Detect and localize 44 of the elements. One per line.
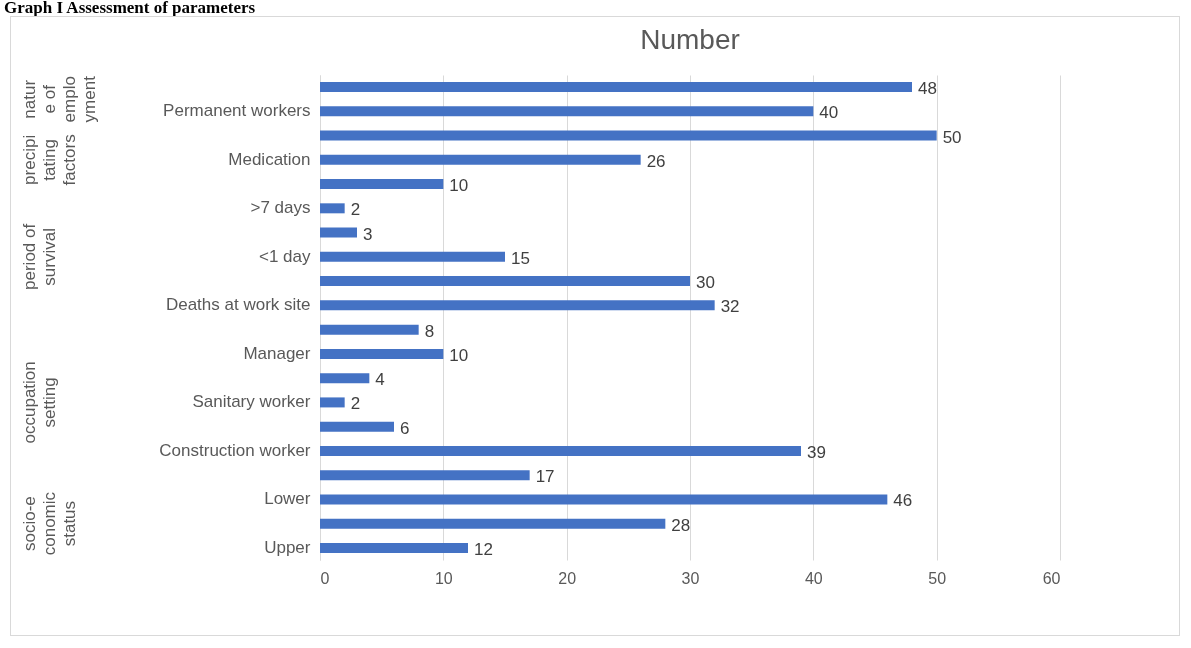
data-label: 28 bbox=[671, 515, 691, 535]
data-label: 30 bbox=[696, 273, 715, 293]
y-tick-label: Upper bbox=[264, 537, 311, 557]
data-label: 50 bbox=[942, 127, 962, 147]
data-label: 26 bbox=[646, 151, 666, 171]
y-tick-label: Medication bbox=[228, 149, 311, 169]
text: period of survival bbox=[20, 223, 59, 290]
data-label: 4 bbox=[375, 370, 385, 390]
y-tick-label: >7 days bbox=[250, 198, 311, 218]
data-label: 6 bbox=[400, 418, 410, 438]
x-tick-label: 60 bbox=[1042, 569, 1061, 587]
text: nature of employment bbox=[20, 75, 99, 123]
data-label: 46 bbox=[893, 491, 913, 511]
chart-title: Number bbox=[640, 24, 740, 55]
data-label: 48 bbox=[918, 79, 937, 99]
data-label: 15 bbox=[511, 248, 530, 268]
x-tick-label: 30 bbox=[681, 569, 700, 587]
text: Graph I Assessment of parameters bbox=[3, 0, 257, 17]
text: socio-economic status bbox=[20, 491, 79, 556]
data-label: 32 bbox=[720, 297, 740, 317]
data-label: 10 bbox=[449, 176, 469, 196]
y-tick-label: Sanitary worker bbox=[192, 392, 311, 412]
data-label: 40 bbox=[819, 103, 839, 123]
data-label: 12 bbox=[474, 539, 493, 559]
text: occupation setting bbox=[20, 361, 59, 444]
data-label: 2 bbox=[350, 200, 361, 220]
text: precipitating factors bbox=[20, 134, 79, 186]
y-tick-label: Lower bbox=[264, 489, 311, 509]
x-tick-label: 50 bbox=[928, 569, 947, 587]
data-label: 8 bbox=[424, 321, 435, 341]
y-tick-label: Manager bbox=[243, 343, 311, 363]
x-tick-label: 40 bbox=[804, 569, 823, 587]
y-tick-label: Construction worker bbox=[159, 440, 311, 460]
data-label: 10 bbox=[449, 345, 469, 365]
data-label: 2 bbox=[350, 394, 361, 414]
data-label: 17 bbox=[535, 467, 555, 487]
x-tick-label: 10 bbox=[434, 569, 453, 587]
data-label: 3 bbox=[363, 224, 373, 244]
data-label: 39 bbox=[807, 442, 826, 462]
y-tick-label: Permanent workers bbox=[163, 101, 311, 121]
x-tick-label: 20 bbox=[558, 569, 577, 587]
y-tick-label: Deaths at work site bbox=[165, 295, 311, 315]
x-tick-label: 0 bbox=[320, 569, 330, 587]
y-tick-label: <1 day bbox=[258, 246, 311, 266]
